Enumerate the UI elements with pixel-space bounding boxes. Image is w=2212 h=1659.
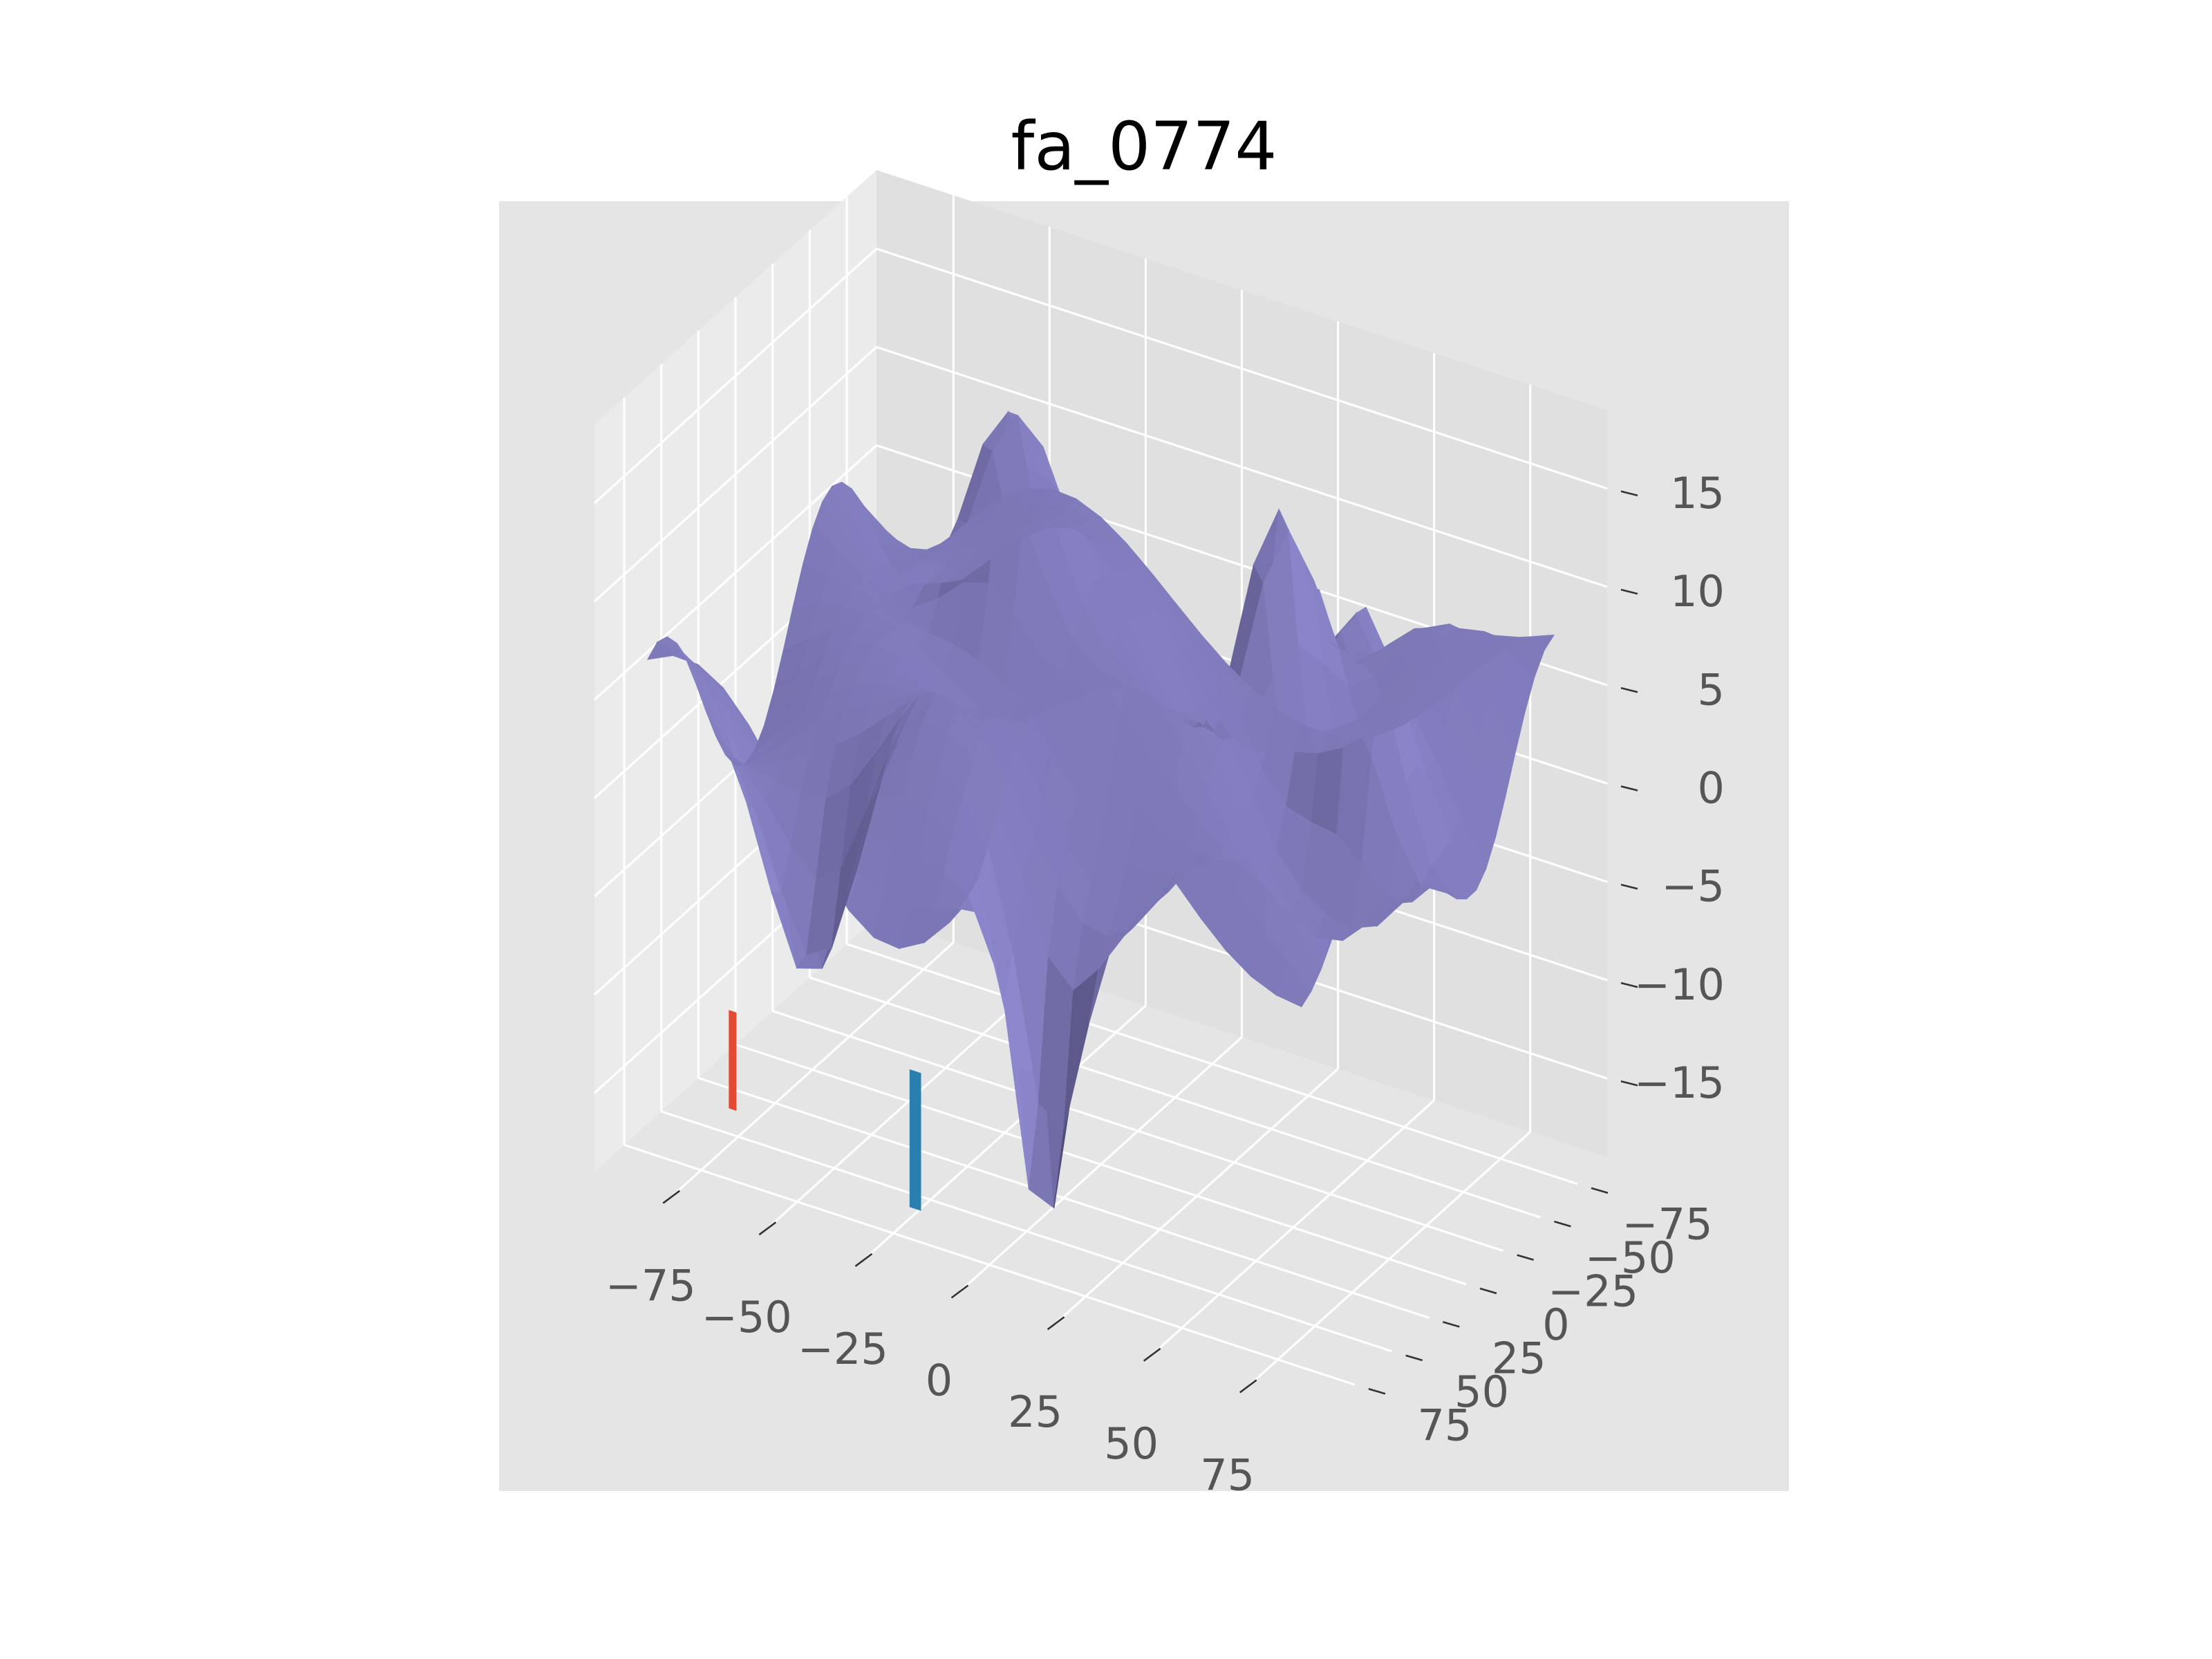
z-tick (1620, 687, 1638, 693)
x-tick (950, 1284, 969, 1299)
surface-accent-blue (909, 1069, 921, 1211)
z-tick (1620, 490, 1638, 497)
surface-accent-red (729, 1010, 737, 1111)
z-tick (1620, 883, 1638, 890)
y-tick (1554, 1220, 1571, 1228)
y-tick (1517, 1254, 1535, 1261)
y-tick (1405, 1354, 1423, 1362)
x-tick-label: −50 (702, 1292, 792, 1342)
z-tick (1620, 588, 1638, 595)
z-tick-label: −5 (1662, 861, 1725, 912)
x-tick-label: 50 (1104, 1418, 1159, 1469)
z-tick (1620, 785, 1638, 791)
x-tick (1239, 1379, 1257, 1394)
grid-left-z (593, 247, 878, 504)
x-tick-label: −75 (606, 1261, 696, 1311)
surface-mesh (646, 410, 1555, 1211)
y-tick (1368, 1388, 1386, 1395)
z-tick (1620, 982, 1638, 988)
axis-ticks (662, 490, 1638, 1395)
chart-title: fa_0774 (1011, 108, 1277, 185)
grid-floor-y (772, 1010, 1504, 1253)
x-tick (758, 1221, 777, 1236)
y-tick-label: 75 (1417, 1400, 1472, 1450)
z-tick-label: 15 (1670, 468, 1725, 518)
x-tick (854, 1253, 873, 1267)
grid-back-z (876, 247, 1608, 490)
z-tick-label: −10 (1634, 959, 1725, 1010)
z-tick-label: 5 (1698, 664, 1725, 715)
y-tick-label: 25 (1492, 1333, 1546, 1383)
grid-back-z (876, 346, 1608, 588)
x-tick-label: 25 (1008, 1387, 1062, 1437)
y-tick-label: 0 (1542, 1300, 1569, 1350)
z-tick-label: 0 (1698, 763, 1725, 814)
x-tick-label: 75 (1200, 1450, 1255, 1501)
grid-floor-y (846, 943, 1578, 1185)
y-tick (1442, 1321, 1460, 1328)
x-tick (1047, 1316, 1065, 1331)
z-tick-label: 10 (1670, 566, 1725, 617)
x-tick-label: −25 (798, 1324, 888, 1374)
y-tick-label: −25 (1548, 1266, 1638, 1317)
y-tick (1479, 1287, 1497, 1295)
grid-floor-y (735, 1043, 1467, 1286)
z-tick-label: −15 (1634, 1058, 1725, 1108)
grid-floor-y (661, 1110, 1393, 1353)
x-tick (662, 1190, 681, 1204)
y-tick-label: 50 (1454, 1367, 1509, 1417)
tick-labels: −75−50−250255075−75−50−250255075−15−10−5… (606, 468, 1725, 1501)
grid-left-z (593, 444, 878, 701)
y-tick (1591, 1187, 1609, 1194)
surface-face (1517, 635, 1555, 651)
x-tick-label: 0 (926, 1356, 953, 1406)
x-tick (1143, 1347, 1161, 1362)
y-tick-label: −75 (1622, 1199, 1713, 1250)
grid-floor-y (809, 976, 1541, 1219)
grid-floor-y (624, 1143, 1356, 1386)
y-tick-label: −50 (1585, 1232, 1676, 1283)
grid-floor-y (697, 1076, 1430, 1319)
grid-left-z (593, 346, 878, 603)
z-tick (1620, 1080, 1638, 1087)
